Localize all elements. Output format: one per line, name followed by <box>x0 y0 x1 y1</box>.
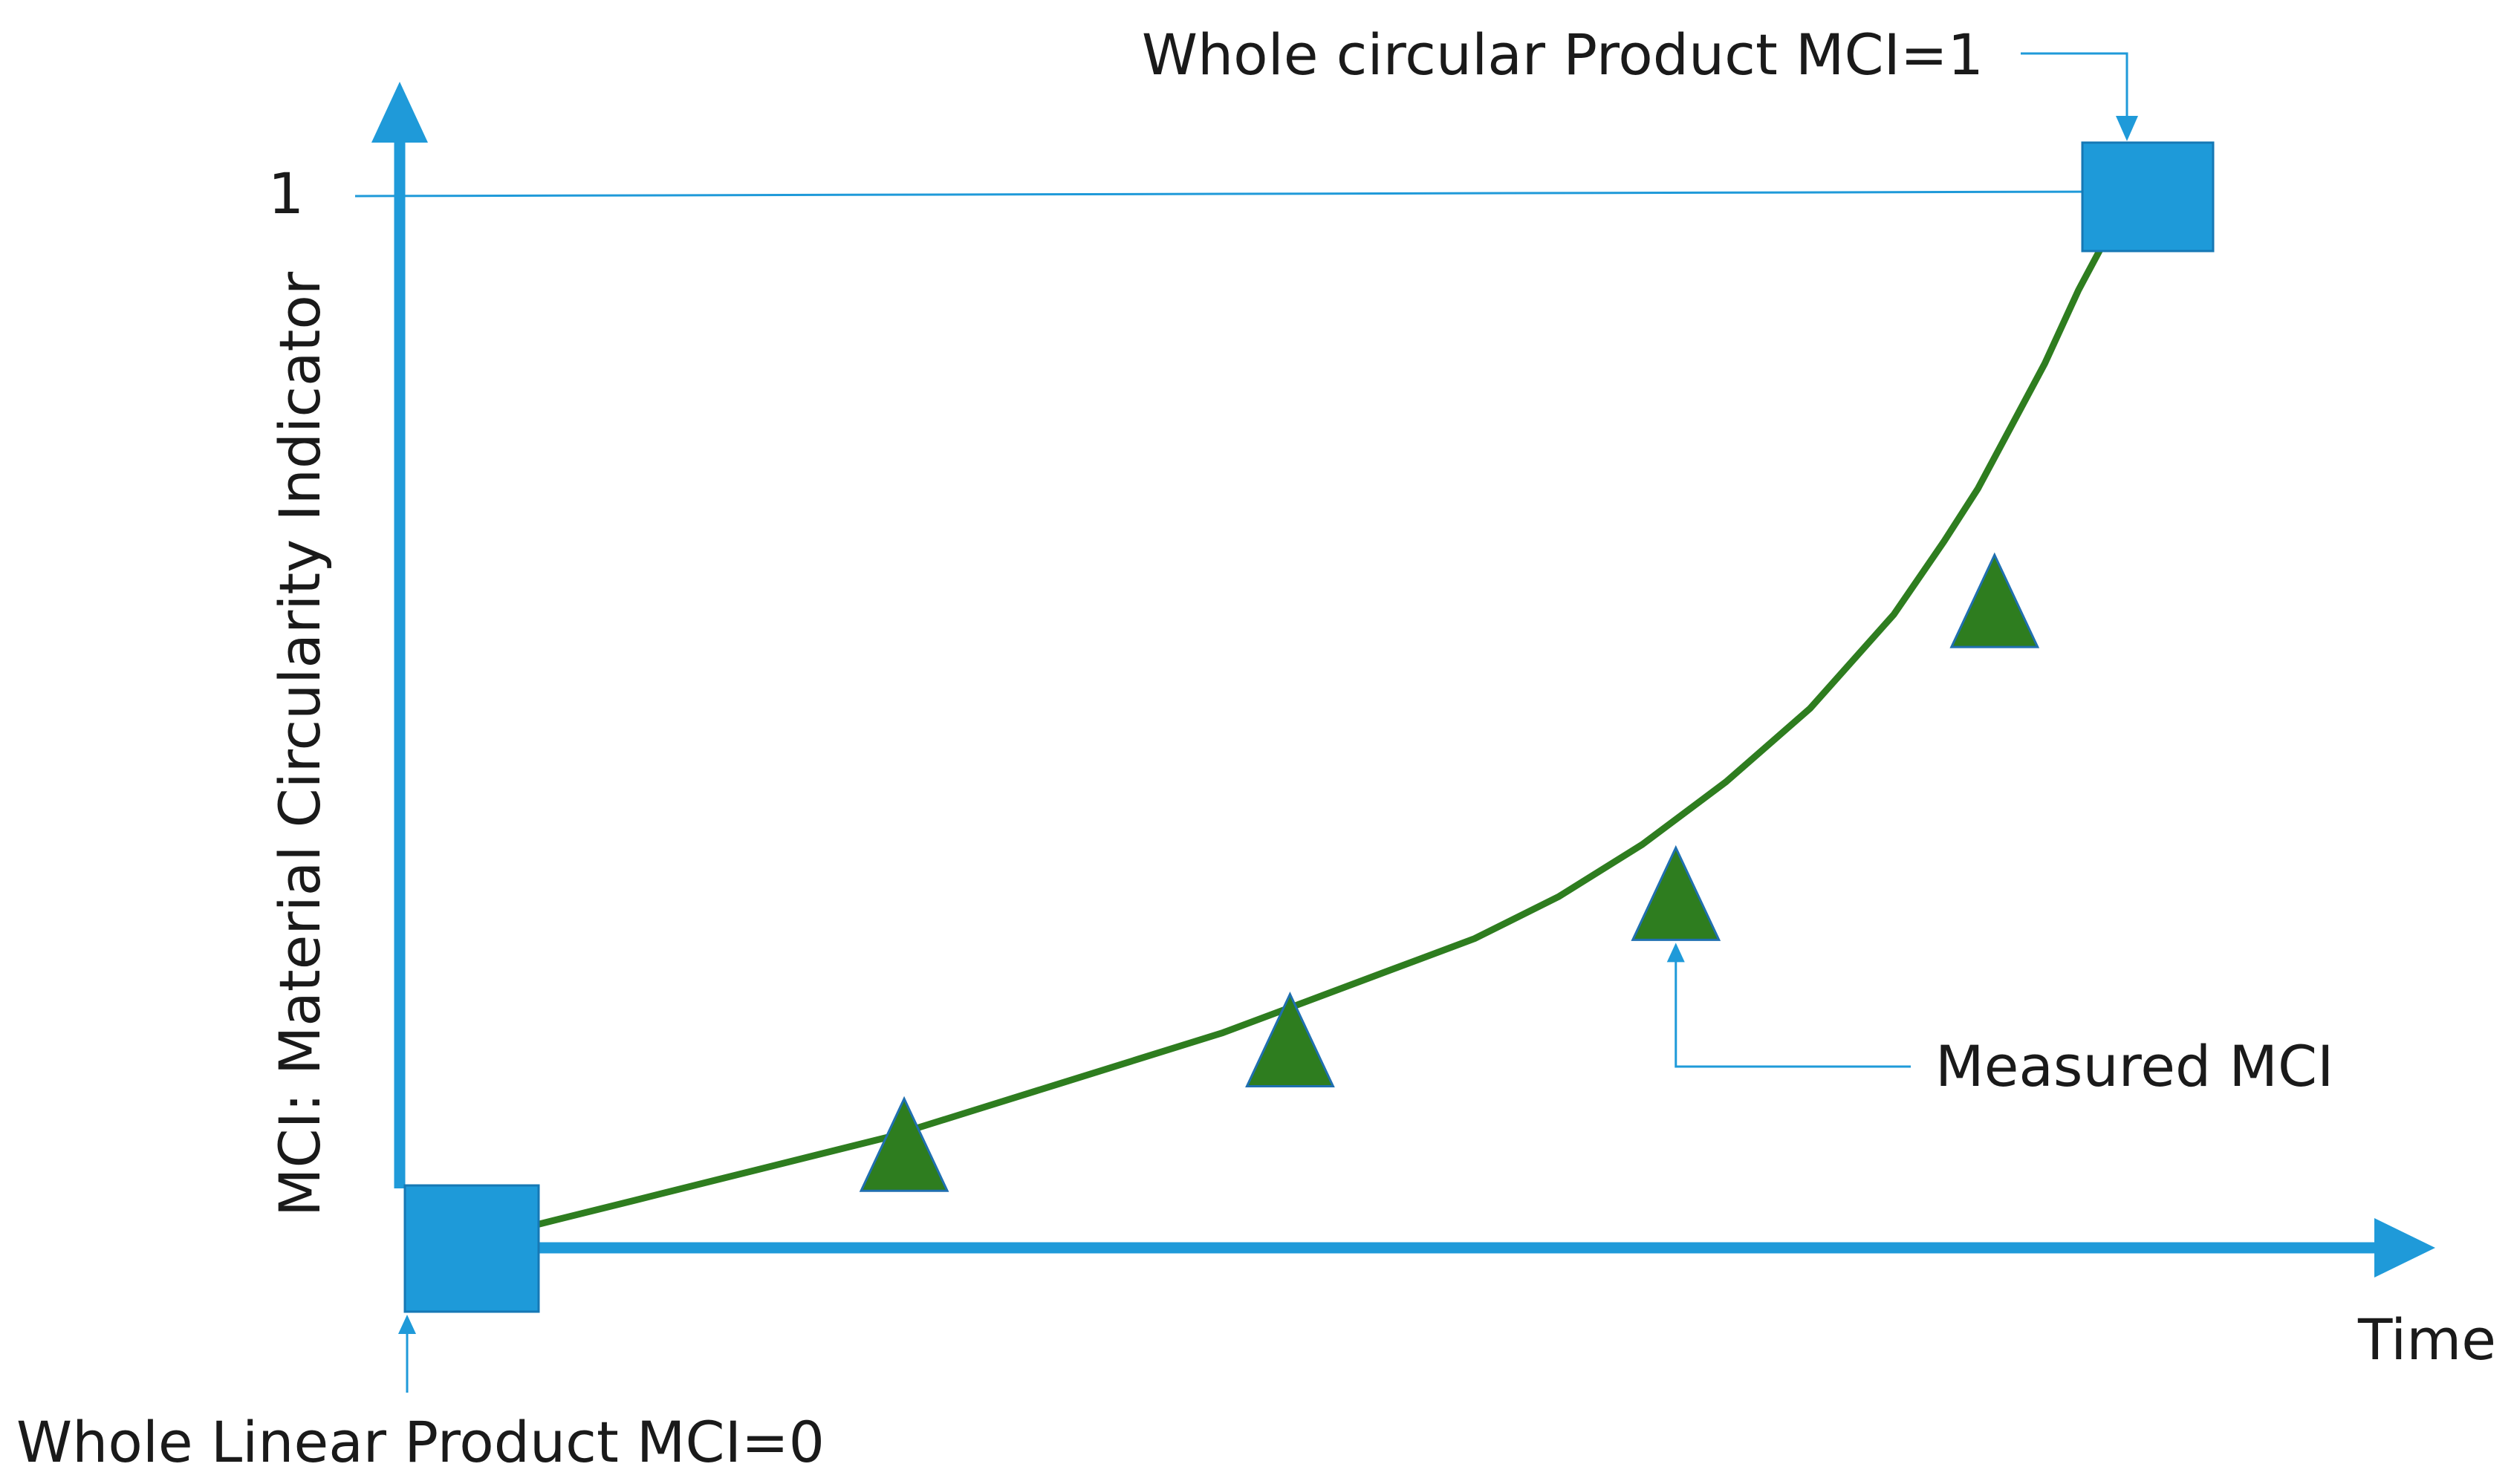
circular-product-annotation: Whole circular Product MCI=1 <box>1142 22 1984 88</box>
linear-product-leader-arrow <box>398 1315 416 1334</box>
linear-product-annotation: Whole Linear Product MCI=0 <box>16 1409 825 1475</box>
measured-mci-leader-arrow <box>1666 943 1685 963</box>
measured-mci-marker <box>859 1096 949 1192</box>
x-axis-label: Time <box>2357 1306 2496 1373</box>
circular-product-square <box>2081 141 2215 253</box>
mci-curve-line <box>464 192 2149 1246</box>
y-max-gridline <box>354 190 2109 198</box>
y-axis-label: MCI: Material Circularity Indicator <box>267 271 333 1217</box>
x-axis-arrowhead <box>2374 1218 2435 1278</box>
linear-product-square <box>403 1184 540 1313</box>
circular-product-leader <box>2021 52 2128 119</box>
y-axis-arrowhead <box>371 82 428 143</box>
circular-product-leader-arrow <box>2116 116 2138 141</box>
measured-mci-annotation: Measured MCI <box>1935 1033 2333 1099</box>
measured-mci-leader <box>1675 960 1911 1068</box>
measured-mci-marker <box>1245 991 1335 1087</box>
measured-mci-marker <box>1631 844 1721 941</box>
y-tick-label-1: 1 <box>268 160 304 227</box>
measured-mci-marker <box>1949 552 2040 648</box>
